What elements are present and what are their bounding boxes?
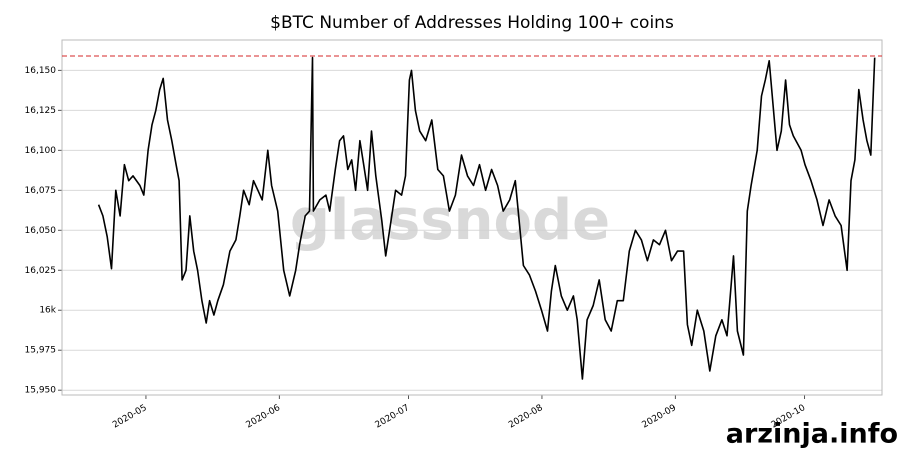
x-tick-label: 2020-07 xyxy=(374,403,412,430)
y-tick-label: 15,975 xyxy=(25,346,57,356)
y-tick-label: 16,100 xyxy=(25,146,57,156)
data-line xyxy=(97,56,876,380)
plot-frame xyxy=(61,39,883,396)
credit: arzinja.info xyxy=(726,419,898,450)
x-tick-label: 2020-08 xyxy=(507,403,545,431)
chart-title: $BTC Number of Addresses Holding 100+ co… xyxy=(270,13,674,33)
x-tick-label: 2020-09 xyxy=(641,403,679,431)
y-tick-label: 16,025 xyxy=(25,266,57,276)
watermark: glassnode xyxy=(290,188,610,253)
x-tick-label: 2020-06 xyxy=(245,403,283,431)
y-tick-label: 16,050 xyxy=(25,226,57,236)
y-tick-label: 16,150 xyxy=(25,66,57,76)
y-tick-label: 16,125 xyxy=(25,106,57,116)
y-tick-label: 16,075 xyxy=(25,186,57,196)
y-tick-label: 15,950 xyxy=(25,386,57,396)
x-tick-label: 2020-05 xyxy=(111,403,149,430)
y-tick-label: 16k xyxy=(39,306,56,316)
